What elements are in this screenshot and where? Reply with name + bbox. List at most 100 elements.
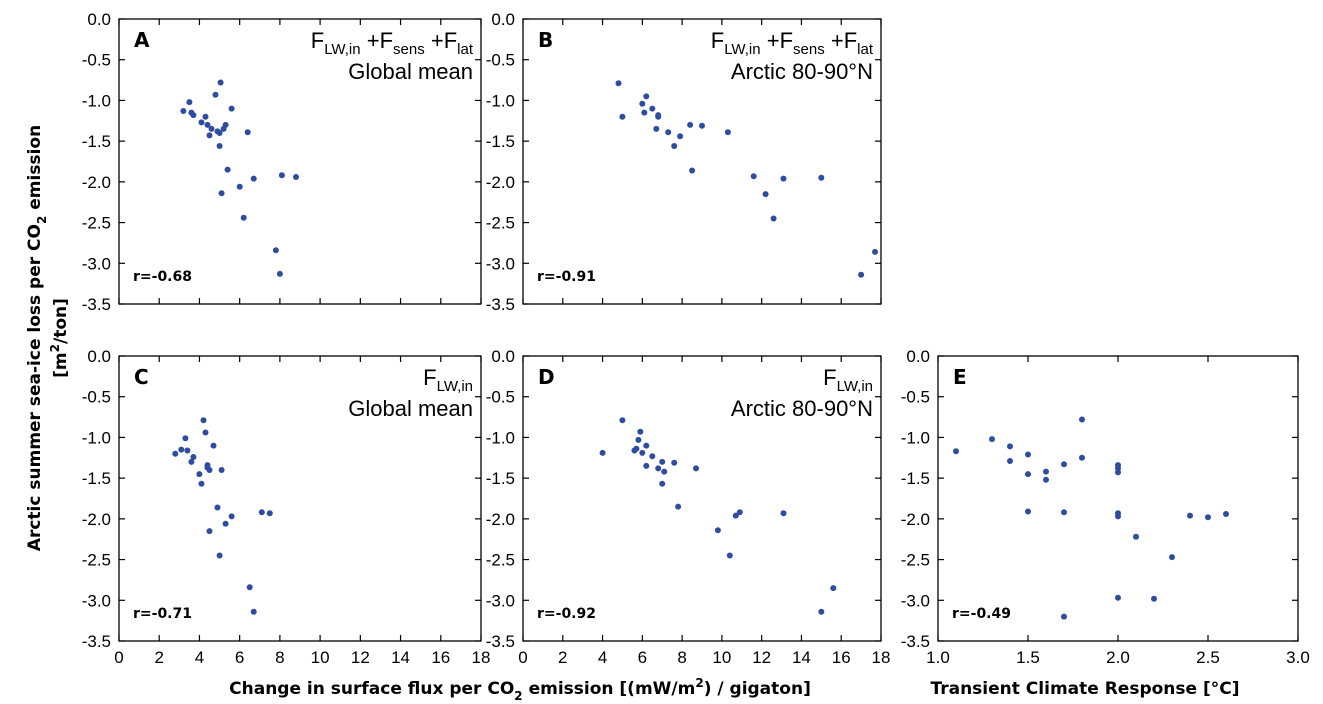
panel-annotation-region: Global mean — [348, 396, 473, 421]
panel-annotation-region: Arctic 80-90°N — [731, 396, 873, 421]
data-point — [250, 608, 257, 615]
y-axis-label-line1: Arctic summer sea-ice loss per CO2 emiss… — [25, 125, 49, 551]
data-point — [180, 108, 187, 114]
data-point — [619, 113, 626, 120]
data-point — [200, 417, 207, 424]
x-axis-label-flux: Change in surface flux per CO2 emission … — [229, 676, 811, 703]
panels: 0.0 -0.5 -1.0 -1.5 -2.0 -2.5 -3.0 -3.5 A FLW,in​ … — [82, 10, 1310, 667]
y-tick-label: -2.5 — [486, 551, 515, 570]
y-tick-label: -2.0 — [486, 510, 515, 529]
correlation-label: r=-0.92 — [537, 606, 596, 622]
data-point — [643, 442, 650, 449]
y-tick-label: -3.0 — [82, 591, 111, 610]
x-tick-label: 8 — [677, 648, 686, 667]
y-tick-label: -2.5 — [901, 551, 930, 570]
x-tick-label: 3.0 — [1286, 648, 1310, 667]
data-point — [724, 129, 731, 136]
y-axis-label-line2: [m2/ton] — [48, 298, 71, 378]
x-tick-label: 16 — [431, 648, 450, 667]
data-point — [1007, 458, 1013, 464]
x-axis-label-tcr: Transient Climate Response [°C] — [931, 679, 1240, 699]
data-point — [655, 465, 662, 472]
x-tick-label: 16 — [832, 648, 851, 667]
x-tick-label: 2.5 — [1196, 648, 1220, 667]
x-tick-label: 0 — [114, 648, 123, 667]
plot-frame — [522, 355, 882, 642]
correlation-label: r=-0.91 — [537, 269, 596, 285]
x-tick-label: 4 — [195, 648, 204, 667]
data-point — [762, 191, 769, 198]
panel-d: 0.0 -0.5 -1.0 -1.5 -2.0 -2.5 -3.0 -3.50 2 4 6 8 10 12… — [486, 347, 891, 667]
data-point — [665, 129, 672, 136]
data-point — [953, 448, 959, 455]
panel-annotation-flux: FLW,in​ — [823, 365, 873, 395]
x-tick-label: 4 — [598, 648, 607, 667]
y-tick-label: -3.0 — [82, 254, 111, 273]
data-point — [1007, 443, 1013, 450]
data-point — [1115, 469, 1121, 476]
data-point — [208, 125, 215, 132]
data-point — [1133, 533, 1139, 540]
y-tick-label: -1.5 — [901, 469, 930, 488]
data-point — [818, 174, 825, 181]
data-point — [190, 454, 197, 460]
data-point — [202, 113, 209, 120]
data-point — [687, 121, 694, 128]
data-point — [218, 467, 225, 473]
data-point — [818, 608, 825, 615]
x-tick-label: 14 — [391, 648, 410, 667]
x-tick-label: 12 — [351, 648, 370, 667]
data-point — [780, 175, 787, 182]
data-point — [750, 173, 757, 180]
data-point — [633, 445, 640, 452]
data-point — [619, 417, 626, 424]
correlation-label: r=-0.68 — [133, 269, 192, 285]
y-tick-label: -2.0 — [486, 173, 515, 192]
data-point — [228, 105, 235, 112]
data-point — [1223, 511, 1229, 517]
data-point — [222, 121, 229, 128]
data-point — [236, 183, 243, 190]
data-point — [689, 167, 696, 174]
data-point — [204, 462, 211, 469]
y-tick-label: -3.5 — [901, 632, 930, 651]
data-point — [671, 459, 678, 466]
y-tick-label: 0.0 — [906, 347, 930, 366]
data-point — [714, 527, 721, 534]
y-tick-label: -3.0 — [486, 591, 515, 610]
data-point — [1043, 468, 1049, 475]
panel-a: 0.0 -0.5 -1.0 -1.5 -2.0 -2.5 -3.0 -3.5 A FLW,in​ … — [82, 10, 482, 314]
panel-annotation-flux: FLW,in​ +Fsens​ +Flat​ — [711, 28, 874, 58]
y-tick-label: -0.5 — [901, 388, 930, 407]
data-point — [250, 175, 257, 182]
data-point — [830, 585, 837, 592]
y-tick-label: -3.5 — [82, 632, 111, 651]
data-point — [1205, 514, 1211, 521]
x-tick-label: 18 — [472, 648, 491, 667]
y-tick-label: -2.0 — [82, 173, 111, 192]
y-tick-label: -0.5 — [486, 51, 515, 70]
data-point — [1025, 508, 1031, 515]
x-tick-label: 8 — [275, 648, 284, 667]
data-point — [661, 468, 668, 475]
data-point — [278, 172, 285, 179]
x-tick-label: 14 — [792, 648, 811, 667]
x-tick-label: 2 — [558, 648, 567, 667]
data-point — [677, 133, 684, 140]
plot-frame — [522, 18, 882, 305]
data-point — [615, 80, 622, 87]
data-point — [210, 442, 217, 449]
panel-c: 0.0 -0.5 -1.0 -1.5 -2.0 -2.5 -3.0 -3.50 2 4 6 8 10 12… — [82, 347, 491, 667]
data-point — [198, 480, 205, 487]
data-point — [222, 520, 229, 527]
data-point — [770, 215, 777, 222]
y-tick-label: -3.0 — [486, 254, 515, 273]
data-point — [653, 125, 660, 132]
y-tick-label: -3.0 — [901, 591, 930, 610]
data-point — [639, 449, 646, 456]
y-tick-label: -3.5 — [486, 295, 515, 314]
data-point — [637, 428, 644, 435]
data-point — [1169, 554, 1175, 561]
data-point — [732, 512, 739, 519]
